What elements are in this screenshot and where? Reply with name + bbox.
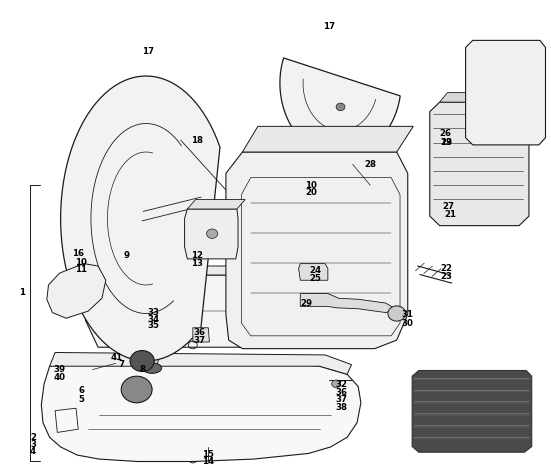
Text: 40: 40 xyxy=(53,373,66,381)
Text: 4: 4 xyxy=(30,447,36,456)
Polygon shape xyxy=(412,370,532,452)
Text: 17: 17 xyxy=(323,22,336,30)
Circle shape xyxy=(332,380,341,388)
Text: 18: 18 xyxy=(191,136,203,144)
Circle shape xyxy=(207,229,218,238)
Polygon shape xyxy=(185,209,238,259)
Text: 39: 39 xyxy=(53,365,66,374)
Text: 38: 38 xyxy=(336,403,348,412)
Polygon shape xyxy=(280,58,400,157)
Text: 41: 41 xyxy=(111,353,123,361)
Text: 28: 28 xyxy=(364,160,376,169)
Text: 32: 32 xyxy=(336,380,348,389)
Text: 15: 15 xyxy=(202,450,214,459)
Text: 17: 17 xyxy=(142,47,154,56)
Text: 36: 36 xyxy=(193,328,206,337)
Text: 2: 2 xyxy=(30,433,36,441)
Ellipse shape xyxy=(142,363,162,373)
Text: 36: 36 xyxy=(336,388,348,397)
Text: 24: 24 xyxy=(309,266,321,275)
Text: 37: 37 xyxy=(336,396,348,404)
Circle shape xyxy=(336,103,345,111)
Text: 12: 12 xyxy=(191,251,203,260)
Circle shape xyxy=(388,306,406,321)
Polygon shape xyxy=(430,102,529,226)
Text: 35: 35 xyxy=(147,322,159,330)
Text: 33: 33 xyxy=(147,308,159,317)
Polygon shape xyxy=(41,358,361,462)
Text: 5: 5 xyxy=(79,395,84,403)
Polygon shape xyxy=(440,93,528,102)
Text: 1: 1 xyxy=(19,288,25,296)
Text: 21: 21 xyxy=(444,210,456,219)
Circle shape xyxy=(130,351,154,371)
Polygon shape xyxy=(242,126,413,152)
Polygon shape xyxy=(466,40,545,145)
Text: 14: 14 xyxy=(202,457,214,466)
Text: 8: 8 xyxy=(139,365,145,374)
Text: 6: 6 xyxy=(79,386,84,395)
Text: 10: 10 xyxy=(75,258,87,266)
Polygon shape xyxy=(187,200,245,209)
Polygon shape xyxy=(98,266,370,275)
Polygon shape xyxy=(61,76,220,361)
Polygon shape xyxy=(138,352,161,366)
Text: 16: 16 xyxy=(72,249,84,258)
Circle shape xyxy=(133,352,142,359)
Circle shape xyxy=(121,376,152,403)
Text: 13: 13 xyxy=(191,259,203,267)
Text: 29: 29 xyxy=(300,299,312,307)
Polygon shape xyxy=(50,352,352,374)
Text: 30: 30 xyxy=(402,319,414,327)
Text: 26: 26 xyxy=(439,130,451,138)
Text: 25: 25 xyxy=(309,274,321,283)
Text: 11: 11 xyxy=(75,266,87,274)
Text: 34: 34 xyxy=(147,315,159,323)
Text: 10: 10 xyxy=(305,181,317,190)
Text: 27: 27 xyxy=(442,202,455,210)
Polygon shape xyxy=(47,264,106,318)
Polygon shape xyxy=(193,328,209,342)
Text: 31: 31 xyxy=(402,311,414,319)
Text: 9: 9 xyxy=(124,251,129,260)
Text: 23: 23 xyxy=(440,138,452,147)
Text: 20: 20 xyxy=(305,189,317,197)
Text: 22: 22 xyxy=(440,265,452,273)
Polygon shape xyxy=(226,152,408,349)
Polygon shape xyxy=(300,294,397,313)
Polygon shape xyxy=(85,275,368,347)
Polygon shape xyxy=(299,264,328,280)
Bar xyxy=(196,195,211,209)
Text: 7: 7 xyxy=(118,361,125,369)
Text: 19: 19 xyxy=(440,138,452,147)
Text: 23: 23 xyxy=(440,272,452,281)
Text: 3: 3 xyxy=(30,440,36,448)
Text: 37: 37 xyxy=(193,336,206,344)
